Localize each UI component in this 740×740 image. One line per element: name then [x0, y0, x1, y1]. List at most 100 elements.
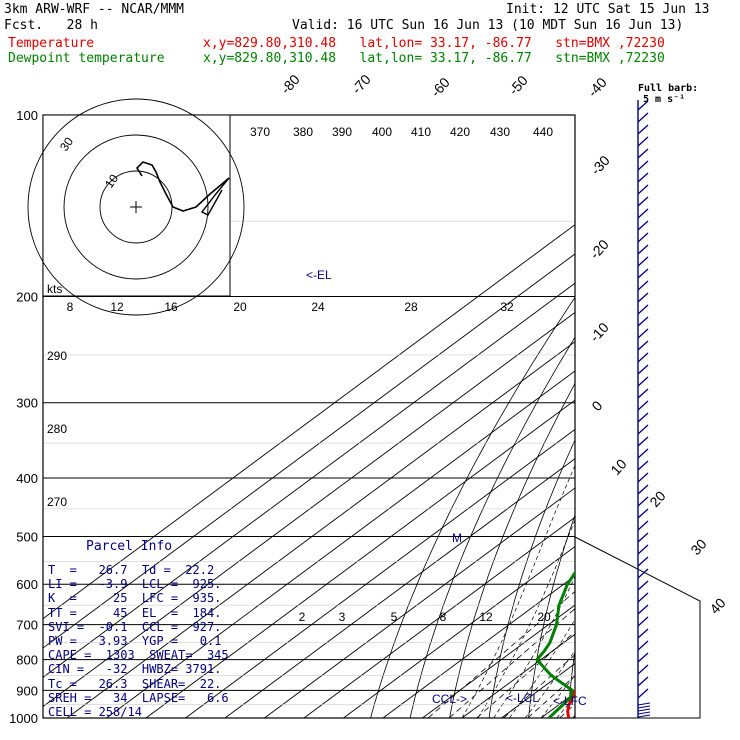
- wind-barb: [637, 196, 649, 207]
- theta-label: 390: [332, 125, 352, 139]
- wind-barb: [637, 316, 649, 327]
- mixing-ratio-line: [527, 675, 575, 718]
- theta-label: 370: [250, 125, 270, 139]
- wind-barb: [637, 484, 649, 495]
- lfc-annotation: <-LFC: [553, 694, 587, 708]
- forecast-hour: Fcst. 28 h: [4, 18, 98, 33]
- wind-barb: [637, 136, 649, 147]
- wind-barb: [637, 376, 649, 387]
- temperature-tick-label: -50: [505, 72, 531, 98]
- parcel-info-title: Parcel Info: [86, 539, 173, 554]
- temperature-profile: [566, 688, 575, 718]
- model-title: 3km ARW-WRF -- NCAR/MMM: [4, 2, 185, 17]
- pressure-tick-label: 800: [16, 653, 38, 668]
- wind-barb: [637, 388, 649, 399]
- isotherm-line: [422, 604, 575, 718]
- wind-barb: [637, 652, 649, 663]
- wind-barb: [637, 412, 649, 423]
- temperature-tick-label: -80: [277, 71, 303, 97]
- parcel-info-row: CELL = 258/14: [48, 705, 142, 720]
- speed-tick-label: 12: [110, 300, 124, 314]
- wind-barb: [637, 580, 649, 591]
- hodograph-trace: [200, 177, 230, 216]
- wind-barb: [637, 220, 649, 231]
- isotherm-line: [66, 341, 575, 718]
- wind-barb: [637, 664, 649, 675]
- parcel-info-row: K = 25 LFC = 935.: [48, 591, 222, 606]
- hodograph-ring: [63, 134, 209, 280]
- temperature-tick-label: -40: [584, 74, 610, 100]
- wind-barb: [637, 352, 649, 363]
- theta-label: 270: [47, 495, 67, 509]
- isotherm-line: [501, 662, 575, 718]
- isotherm-line: [106, 370, 575, 718]
- parcel-info-row: CIN = -32 HWBZ= 3791.: [48, 662, 222, 677]
- mixing-ratio-label: 12: [479, 610, 493, 624]
- barb-key-label: Full barb:: [638, 83, 699, 94]
- temperature-tick-label: 20: [646, 488, 668, 510]
- wind-barb: [637, 705, 651, 709]
- parcel-info-row: LI = -3.9 LCL = 925.: [48, 577, 222, 592]
- dewpoint-location: x,y=829.80,310.48 lat,lon= 33.17, -86.77…: [203, 51, 665, 66]
- temperature-tick-label: 40: [706, 595, 728, 617]
- wind-barb: [637, 436, 649, 447]
- temperature-tick-label: -20: [586, 236, 612, 262]
- wind-barb: [637, 184, 649, 195]
- wind-barb: [637, 160, 649, 171]
- wind-barb: [637, 714, 651, 718]
- mixing-ratio-label: 8: [440, 610, 447, 624]
- isotherm-line: [303, 516, 575, 718]
- wind-barb: [637, 244, 649, 255]
- isotherm-line: [43, 253, 575, 649]
- ccl-annotation: CCL->: [432, 692, 467, 706]
- wind-barb: [637, 268, 649, 279]
- wind-barb: [637, 472, 649, 483]
- dry-adiabat: [409, 336, 575, 718]
- theta-label: 410: [411, 125, 431, 139]
- moist-adiabat: [556, 695, 575, 718]
- wind-barb: [637, 172, 649, 183]
- isotherm-line: [382, 575, 575, 718]
- mixing-ratio-label: 3: [339, 610, 346, 624]
- speed-tick-label: 20: [233, 300, 247, 314]
- pressure-tick-label: 400: [16, 471, 38, 486]
- dry-adiabat: [647, 115, 740, 731]
- barb-key-units: 5 m s⁻¹: [643, 94, 686, 105]
- theta-label: 400: [372, 125, 392, 139]
- parcel-info-row: TT = 45 EL = 184.: [48, 605, 222, 620]
- moist-adiabat: [509, 618, 575, 718]
- temperature-legend-label: Temperature: [8, 36, 95, 51]
- isotherm-line: [145, 399, 575, 718]
- dry-adiabat: [370, 296, 575, 718]
- isotherm-line: [43, 224, 575, 620]
- mixing-ratio-label: 2: [299, 610, 306, 624]
- temperature-tick-label: -10: [586, 319, 612, 345]
- temperature-tick-label: 0: [588, 397, 605, 414]
- theta-label: 440: [533, 125, 553, 139]
- wind-barb: [637, 676, 649, 687]
- temperature-tick-label: -60: [427, 74, 453, 100]
- wind-barb: [637, 208, 649, 219]
- parcel-info-row: SVI = -0.1 CCL = 927.: [48, 619, 222, 634]
- temperature-tick-label: 10: [607, 456, 629, 478]
- wind-barb: [637, 292, 649, 303]
- wind-barb: [637, 702, 651, 706]
- pressure-tick-label: 600: [16, 577, 38, 592]
- wind-barb: [637, 460, 649, 471]
- wind-barb: [637, 364, 649, 375]
- wind-barb: [637, 304, 649, 315]
- wind-barb: [637, 508, 649, 519]
- hodograph-units: kts: [47, 282, 62, 296]
- parcel-info-row: PW = 3.93 YGP = 0.1: [48, 634, 222, 649]
- speed-tick-label: 16: [164, 300, 178, 314]
- pressure-tick-label: 300: [16, 396, 38, 411]
- moist-adiabat: [477, 519, 575, 718]
- init-time: Init: 12 UTC Sat 15 Jun 13: [506, 2, 710, 17]
- wind-barb: [637, 100, 649, 111]
- pressure-tick-label: 900: [16, 683, 38, 698]
- theta-label: 280: [47, 422, 67, 436]
- pressure-tick-label: 500: [16, 529, 38, 544]
- dry-adiabat: [488, 439, 575, 718]
- wind-barb: [637, 400, 649, 411]
